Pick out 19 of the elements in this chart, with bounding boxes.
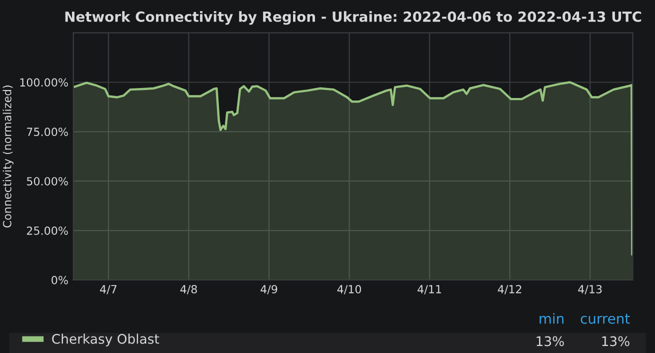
y-tick-label: 100.00% (20, 78, 68, 87)
x-tick-label: 4/9 (260, 284, 278, 294)
y-tick-label: 0% (52, 276, 68, 284)
x-tick-label: 4/10 (337, 284, 362, 294)
text: min (540, 313, 564, 324)
x-tick-label: 4/13 (578, 284, 602, 294)
x-tick-label: 4/8 (180, 284, 197, 294)
y-tick-label: 50.00% (26, 177, 68, 186)
legend-label: Cherkasy Oblast (52, 334, 160, 346)
y-axis-title: Connectivity (normalized) (2, 86, 14, 228)
y-tick-label: 25.00% (26, 226, 68, 235)
x-tick-label: 4/7 (100, 285, 116, 294)
y-tick-label: 75.00% (27, 128, 68, 136)
text: 13% (602, 336, 630, 346)
text: 13% (536, 336, 564, 346)
x-tick-label: 4/12 (498, 284, 522, 294)
x-tick-label: 4/11 (418, 285, 441, 294)
chart-title: Network Connectivity by Region - Ukraine: 2022-04-06 to 2022-04-13 UTC (65, 11, 642, 25)
text: current (580, 314, 630, 324)
